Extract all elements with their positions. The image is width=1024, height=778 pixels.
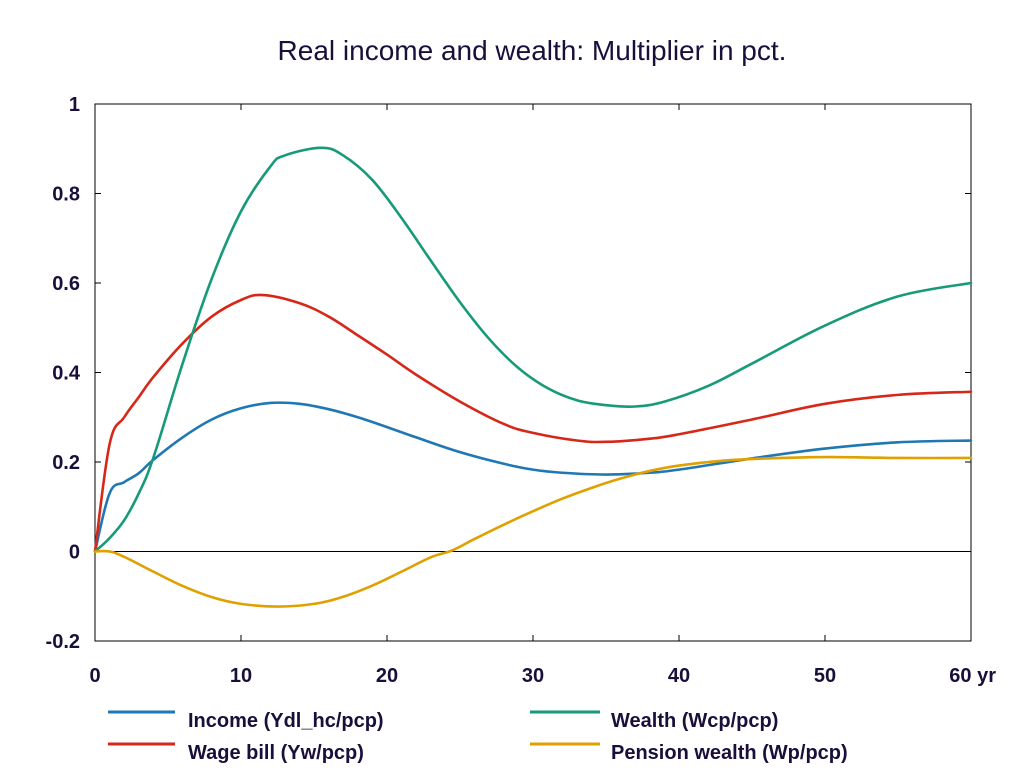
x-tick-label: 10	[230, 665, 252, 687]
x-tick-label: 30	[522, 665, 544, 687]
x-unit-label: yr	[972, 665, 997, 687]
axes: -0.200.20.40.60.810 10 20 30 40 50 60 yr	[46, 94, 997, 687]
y-tick-label: 0	[69, 542, 80, 564]
legend-label-0: Income (Ydl_hc/pcp)	[188, 710, 384, 732]
series-line-2	[93, 146, 973, 553]
y-tick-label: -0.2	[46, 631, 80, 653]
legend-label-1: Wage bill (Yw/pcp)	[188, 742, 364, 764]
series-line-0	[93, 401, 973, 553]
plot-frame	[94, 103, 972, 642]
legend: Income (Ydl_hc/pcp) Wage bill (Yw/pcp) Wea…	[108, 710, 848, 764]
series-line-1	[93, 293, 973, 553]
legend-label-3: Pension wealth (Wp/pcp)	[611, 742, 848, 764]
y-tick-label: 0.4	[52, 363, 81, 385]
y-tick-label: 1	[69, 94, 80, 116]
y-tick-label: 0.6	[52, 273, 80, 295]
legend-label-2: Wealth (Wcp/pcp)	[611, 710, 778, 732]
x-tick-label: 40	[668, 665, 690, 687]
x-tick-label: 50	[814, 665, 836, 687]
series-line-3	[93, 455, 973, 608]
chart-title: Real income and wealth: Multiplier in pc…	[278, 35, 787, 66]
x-tick-label: 60 yr	[949, 665, 996, 687]
x-tick-label: 20	[376, 665, 398, 687]
y-tick-label: 0.2	[52, 452, 80, 474]
y-tick-label: 0.8	[52, 184, 80, 206]
x-tick-label: 0	[89, 665, 100, 687]
series-lines	[93, 146, 973, 608]
